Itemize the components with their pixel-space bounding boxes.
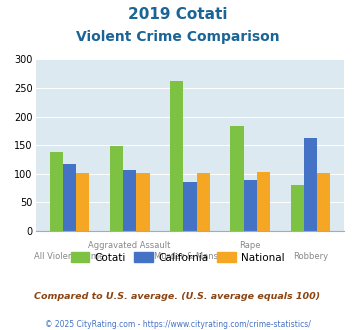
Bar — [123, 170, 136, 231]
Text: Rape: Rape — [239, 241, 261, 250]
Bar — [50, 152, 63, 231]
Bar — [244, 180, 257, 231]
Text: Aggravated Assault: Aggravated Assault — [88, 241, 171, 250]
Text: Murder & Mans...: Murder & Mans... — [154, 251, 226, 261]
Bar — [197, 173, 210, 231]
Bar — [183, 182, 197, 231]
Text: 2019 Cotati: 2019 Cotati — [128, 7, 227, 21]
Text: All Violent Crime: All Violent Crime — [34, 251, 104, 261]
Bar — [170, 81, 183, 231]
Bar — [257, 172, 270, 231]
Bar — [230, 126, 244, 231]
Bar — [110, 146, 123, 231]
Legend: Cotati, California, National: Cotati, California, National — [66, 248, 289, 267]
Text: Robbery: Robbery — [293, 251, 328, 261]
Text: Compared to U.S. average. (U.S. average equals 100): Compared to U.S. average. (U.S. average … — [34, 292, 321, 301]
Bar — [317, 173, 330, 231]
Bar — [136, 173, 149, 231]
Bar — [304, 138, 317, 231]
Text: Violent Crime Comparison: Violent Crime Comparison — [76, 30, 279, 44]
Bar — [76, 173, 89, 231]
Text: © 2025 CityRating.com - https://www.cityrating.com/crime-statistics/: © 2025 CityRating.com - https://www.city… — [45, 320, 310, 329]
Bar — [290, 185, 304, 231]
Bar — [63, 163, 76, 231]
